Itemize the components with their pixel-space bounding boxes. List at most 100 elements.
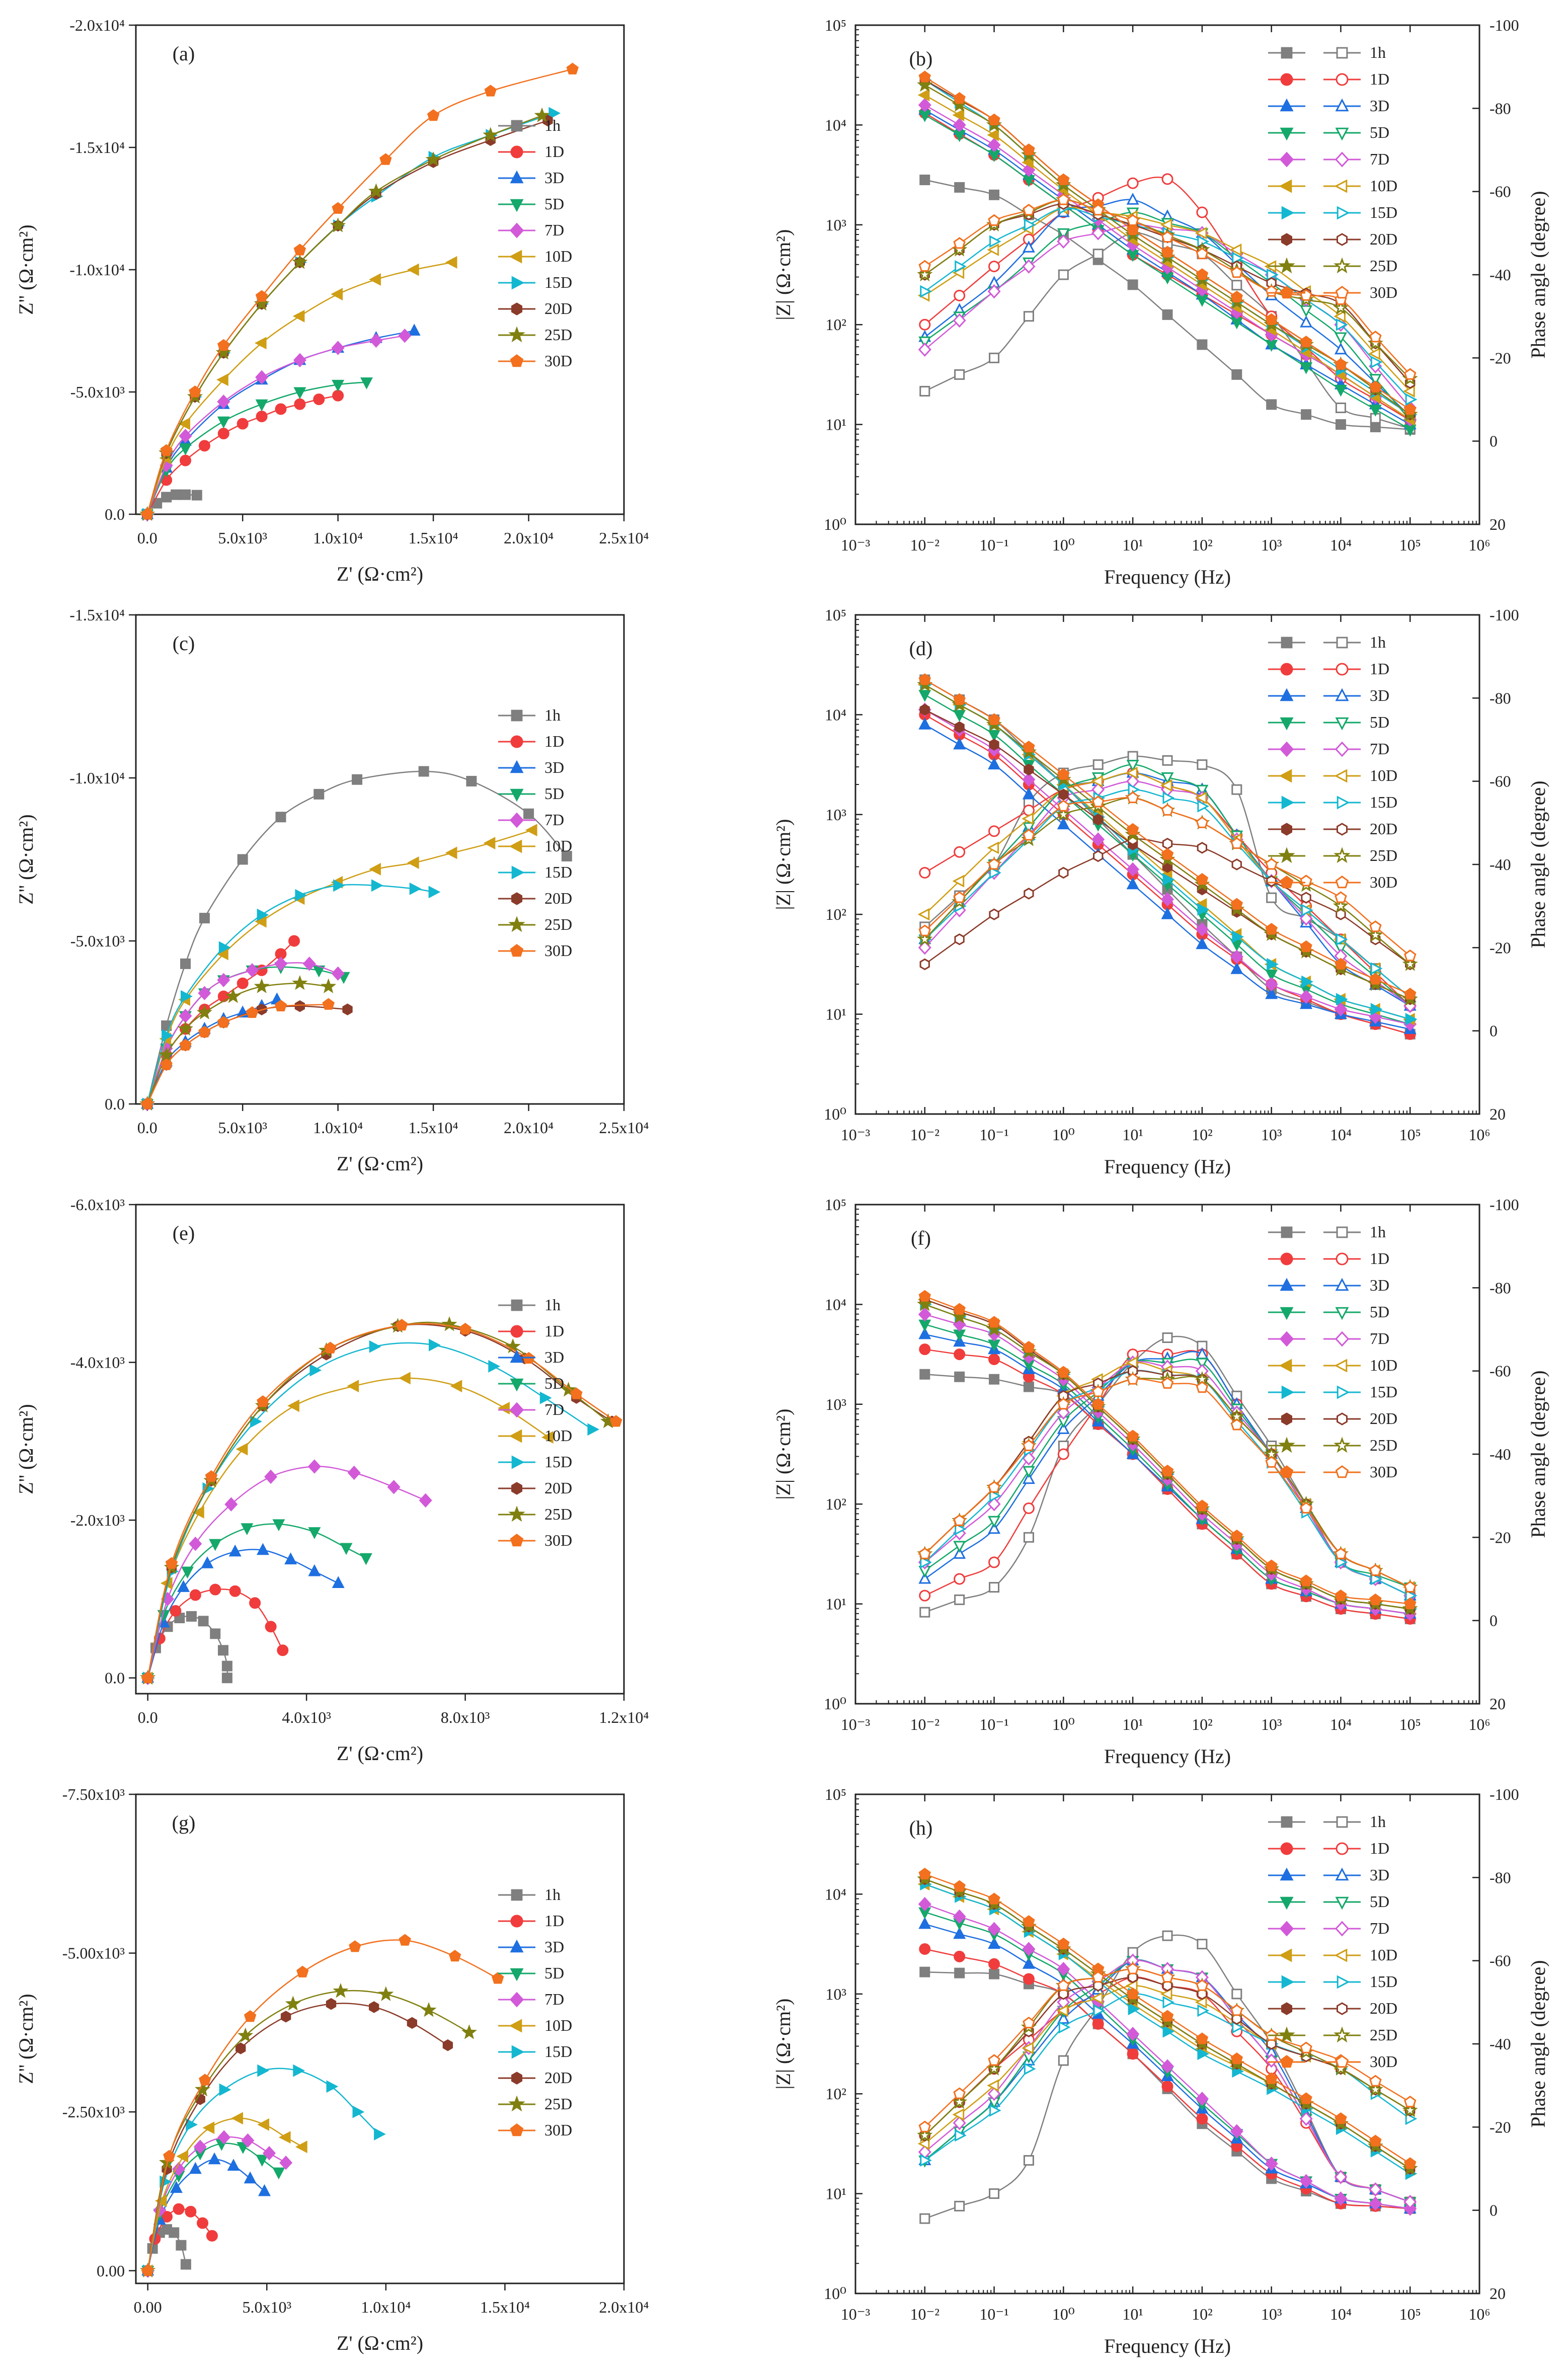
- magnitude-point-1h: [989, 1968, 1000, 1979]
- magnitude-point-30D: [1265, 1559, 1278, 1571]
- phase-point-30D: [1369, 331, 1382, 343]
- data-point-1D: [173, 2203, 185, 2215]
- magnitude-point-15D: [1197, 903, 1210, 916]
- x-tick-label: 1.0x10⁴: [313, 1119, 363, 1137]
- data-point-30D: [141, 1097, 153, 1109]
- panel-label: (e): [173, 1222, 195, 1244]
- data-point-30D: [610, 1415, 622, 1427]
- legend-marker-open-30D: [1335, 876, 1349, 889]
- x-tick-label: 10²: [1192, 2305, 1213, 2323]
- phase-point-1D: [988, 260, 1000, 272]
- phase-point-30D: [1369, 1564, 1382, 1576]
- data-point-10D: [445, 256, 457, 269]
- y-tick-label: 10²: [825, 1495, 846, 1513]
- y-tick-label: 10¹: [825, 2185, 846, 2203]
- phase-point-30D: [1161, 804, 1174, 816]
- x-tick-label: 1.0x10⁴: [313, 529, 363, 547]
- data-point-15D: [181, 990, 193, 1003]
- data-point-7D: [264, 1469, 278, 1484]
- y-tick-label: 10⁵: [825, 606, 846, 624]
- legend-marker-filled-7D: [1279, 1331, 1294, 1347]
- magnitude-point-1D: [954, 1950, 966, 1962]
- y-tick-label: -2.50x10³: [62, 2103, 125, 2121]
- magnitude-point-1h: [919, 1966, 930, 1977]
- magnitude-point-7D: [1299, 989, 1313, 1004]
- legend-label-1D: 1D: [1370, 1249, 1389, 1267]
- legend-marker-open-1D: [1336, 663, 1349, 676]
- legend-marker-open-1h: [1336, 47, 1348, 59]
- data-point-30D: [448, 1950, 461, 1962]
- x-tick-label: 10⁻²: [910, 1715, 939, 1733]
- legend-marker-1D: [510, 1325, 523, 1338]
- data-point-7D: [262, 2146, 276, 2161]
- phase-point-30D: [1404, 368, 1417, 380]
- data-point-5D: [293, 387, 306, 400]
- data-point-15D: [295, 889, 307, 902]
- y-tick-label: -4.0x10³: [70, 1354, 125, 1372]
- phase-point-15D: [1162, 791, 1175, 805]
- legend-marker-open-5D: [1335, 1307, 1349, 1320]
- x-axis-title: Z' (Ω·cm²): [337, 2332, 423, 2354]
- phase-point-30D: [1023, 1439, 1035, 1451]
- data-point-1D: [209, 1583, 221, 1596]
- legend-label-30D: 30D: [544, 941, 572, 960]
- phase-point-7D: [1334, 2170, 1348, 2184]
- data-point-15D: [539, 1391, 552, 1404]
- magnitude-point-30D: [1161, 2010, 1174, 2022]
- magnitude-point-30D: [1230, 1529, 1243, 1542]
- phase-point-1h: [1162, 1332, 1173, 1343]
- magnitude-point-1h: [954, 182, 965, 193]
- data-point-10D: [278, 2131, 291, 2144]
- phase-point-30D: [1126, 1373, 1139, 1385]
- phase-point-30D: [1126, 1962, 1139, 1974]
- legend-label-25D: 25D: [1370, 2026, 1397, 2044]
- magnitude-point-7D: [1230, 2124, 1243, 2138]
- data-point-3D: [244, 2171, 257, 2184]
- legend-marker-1h: [511, 709, 523, 722]
- data-point-3D: [256, 1543, 269, 1555]
- x-tick-label: 10¹: [1122, 1715, 1143, 1733]
- legend-label-1h: 1h: [1370, 1812, 1386, 1831]
- phase-point-7D: [1265, 2053, 1278, 2068]
- legend-label-7D: 7D: [1370, 740, 1389, 758]
- magnitude-point-30D: [1196, 268, 1209, 280]
- phase-point-30D: [988, 2054, 1000, 2066]
- legend-marker-open-15D: [1337, 796, 1350, 810]
- legend-label-15D: 15D: [544, 2042, 572, 2060]
- data-point-20D: [280, 2011, 291, 2023]
- data-point-10D: [192, 1505, 204, 1519]
- phase-point-30D: [1126, 791, 1139, 804]
- legend-label-1h: 1h: [1370, 633, 1386, 651]
- y2-tick-label: 20: [1489, 515, 1506, 533]
- data-point-15D: [257, 908, 269, 921]
- magnitude-point-7D: [1057, 1961, 1070, 1976]
- phase-point-30D: [1161, 1970, 1174, 1983]
- legend-marker-open-3D: [1335, 1867, 1349, 1881]
- phase-point-10D: [1195, 1996, 1207, 2009]
- legend-marker-10D: [509, 2019, 522, 2033]
- phase-point-15D: [989, 1489, 1001, 1502]
- y-tick-label: 10²: [825, 2085, 846, 2103]
- phase-point-1h: [1231, 1989, 1242, 2000]
- legend-label-30D: 30D: [1370, 873, 1397, 891]
- legend-marker-30D: [510, 1534, 524, 1547]
- legend-marker-open-15D: [1337, 1975, 1350, 1989]
- legend-marker-open-5D: [1335, 127, 1349, 141]
- legend-label-30D: 30D: [544, 352, 572, 370]
- phase-point-15D: [1024, 218, 1036, 231]
- legend-marker-25D: [508, 326, 525, 343]
- legend-marker-7D: [509, 1992, 524, 2008]
- phase-point-5D: [1022, 822, 1035, 834]
- phase-point-3D: [1057, 1422, 1070, 1434]
- phase-point-20D: [1266, 875, 1277, 887]
- phase-point-25D: [1332, 299, 1349, 315]
- magnitude-point-1D: [988, 1354, 1000, 1366]
- magnitude-point-30D: [1057, 768, 1070, 780]
- y2-axis-title: Phase angle (degree): [1527, 1960, 1549, 2127]
- legend-marker-30D: [510, 944, 524, 957]
- panel-label: (h): [909, 1816, 933, 1839]
- data-point-1D: [277, 1644, 289, 1656]
- data-point-7D: [293, 353, 306, 368]
- phase-point-7D: [1057, 1405, 1070, 1420]
- legend-marker-filled-20D: [1281, 1412, 1292, 1425]
